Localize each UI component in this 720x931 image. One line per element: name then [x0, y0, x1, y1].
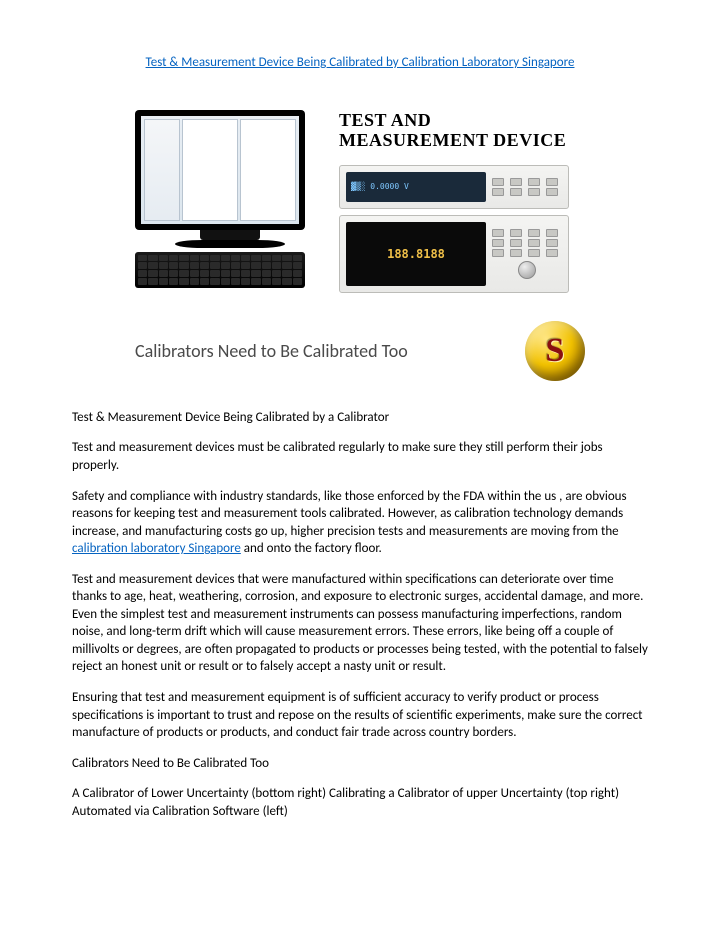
calibration-lab-link[interactable]: calibration laboratory Singapore [72, 541, 241, 556]
hero-bottom-row: Calibrators Need to Be Calibrated Too S [135, 321, 585, 381]
logo-letter: S [546, 328, 565, 374]
hero-headline: TEST AND MEASUREMENT DEVICE [339, 110, 585, 151]
gold-logo-icon: S [525, 321, 585, 381]
instrument-bottom: 188.8188 [339, 215, 569, 293]
paragraph-3a: Safety and compliance with industry stan… [72, 489, 627, 539]
paragraph-6: Calibrators Need to Be Calibrated Too [72, 755, 648, 773]
paragraph-1: Test & Measurement Device Being Calibrat… [72, 409, 648, 427]
instrument-top-screen: ▓▒░ 0.0000 V [346, 172, 486, 202]
hero-image-block: TEST AND MEASUREMENT DEVICE ▓▒░ 0.0000 V… [135, 110, 585, 381]
paragraph-7: A Calibrator of Lower Uncertainty (botto… [72, 785, 648, 820]
page-title-link[interactable]: Test & Measurement Device Being Calibrat… [72, 54, 648, 72]
monitor-stand [200, 230, 260, 240]
instrument-bottom-buttons [492, 229, 562, 257]
paragraph-5: Ensuring that test and measurement equip… [72, 689, 648, 742]
keyboard [135, 252, 305, 288]
paragraph-4: Test and measurement devices that were m… [72, 571, 648, 676]
monitor-group [135, 110, 325, 288]
monitor-base [175, 240, 285, 248]
paragraph-3b: and onto the factory floor. [241, 541, 382, 556]
monitor-screen [141, 116, 299, 224]
computer-monitor [135, 110, 305, 230]
paragraph-2: Test and measurement devices must be cal… [72, 439, 648, 474]
instrument-top: ▓▒░ 0.0000 V [339, 165, 569, 209]
paragraph-3: Safety and compliance with industry stan… [72, 488, 648, 558]
instrument-top-buttons [492, 178, 562, 196]
instrument-knob [518, 261, 536, 279]
hero-top-row: TEST AND MEASUREMENT DEVICE ▓▒░ 0.0000 V… [135, 110, 585, 299]
instrument-bottom-lcd: 188.8188 [346, 222, 486, 286]
hero-subtitle: Calibrators Need to Be Calibrated Too [135, 340, 408, 363]
hero-right-column: TEST AND MEASUREMENT DEVICE ▓▒░ 0.0000 V… [339, 110, 585, 299]
